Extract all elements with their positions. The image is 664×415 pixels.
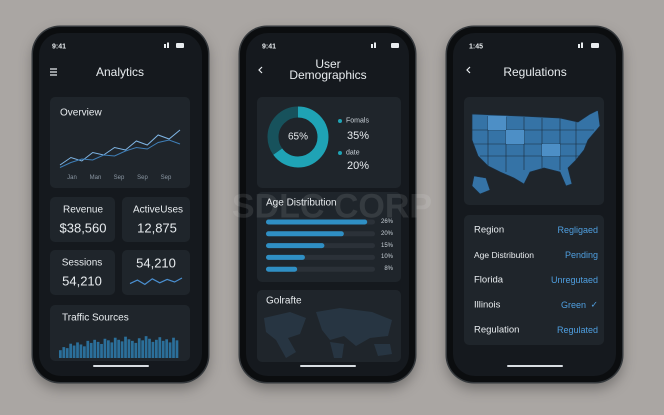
home-indicator	[506, 365, 563, 367]
metric-label: ActiveUses	[132, 204, 184, 216]
card-title: Age Distribution	[266, 197, 337, 209]
legend-value: 20%	[347, 160, 370, 172]
metric-value: 12,875	[137, 220, 177, 236]
bar-value-label: 20%	[380, 230, 393, 237]
bar-value-label: 26%	[380, 219, 393, 225]
row-value: Regulated	[556, 325, 598, 335]
row-label: Illinois	[474, 299, 501, 311]
bar-value-label: 10%	[380, 254, 393, 261]
row-value: Green	[560, 300, 586, 310]
row-label: Florida	[474, 274, 504, 286]
card-title: Traffic Sources	[62, 312, 129, 324]
metric-card	[122, 197, 190, 242]
x-axis-label: Sep	[160, 175, 172, 181]
map-card	[464, 97, 604, 205]
legend-name: date	[346, 149, 360, 157]
row-label: Regulation	[474, 324, 520, 336]
screen-title: Regulations	[503, 65, 567, 79]
x-axis-label: Sep	[113, 175, 125, 181]
home-indicator	[92, 365, 149, 367]
row-value: Regligaed	[557, 225, 598, 235]
row-label: Age Distribution	[474, 250, 535, 260]
card-title: Golrafte	[266, 295, 302, 307]
legend-name: Fomals	[346, 117, 369, 125]
screen-title: Analytics	[95, 65, 145, 79]
metric-value: 54,210	[62, 273, 102, 289]
metric-label: Revenue	[62, 204, 104, 216]
row-value: Unregutaed	[550, 275, 598, 285]
metric-value: $38,560	[59, 220, 107, 236]
row-value: Pending	[564, 250, 598, 260]
metric-card	[122, 250, 190, 295]
status-time: 9:41	[262, 43, 277, 51]
status-time: 1:45	[469, 43, 484, 51]
bar-value-label: 15%	[380, 242, 393, 249]
status-time: 9:41	[52, 43, 67, 51]
screen-title: User Demographics	[289, 57, 367, 82]
metric-card	[50, 197, 115, 242]
donut-center-label: 65%	[287, 131, 309, 143]
bar-value-label: 8%	[384, 266, 393, 273]
home-indicator	[299, 365, 356, 367]
metric-value: 54,210	[136, 255, 176, 271]
card-title: Overview	[60, 107, 102, 119]
legend-value: 35%	[347, 130, 370, 142]
rows-card	[464, 215, 604, 345]
x-axis-label: Jan	[67, 175, 77, 181]
x-axis-label: Man	[89, 175, 102, 181]
metric-label: Sessions	[61, 257, 103, 269]
watermark: SDLC CORP	[231, 187, 433, 226]
donut-card	[257, 97, 401, 188]
x-axis-label: Sep	[137, 175, 148, 181]
metric-card	[50, 250, 115, 295]
row-label: Region	[474, 224, 505, 236]
row-check: ✓	[590, 299, 598, 310]
